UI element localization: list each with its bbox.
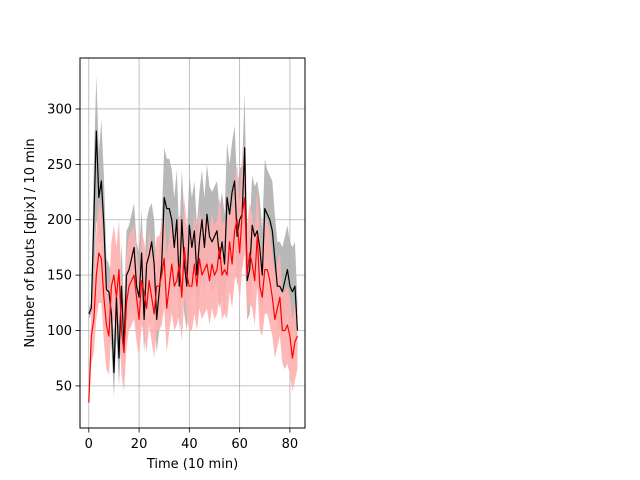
y-tick-label: 200 [47,213,72,228]
y-axis-label: Number of bouts [dpix] / 10 min [23,138,38,347]
series-1-line [88,196,299,403]
x-axis-label: Time (10 min) [146,457,238,472]
x-tick-label: 20 [131,437,148,452]
y-tick-label: 100 [47,324,72,339]
plot-area: 0 20 40 60 80 50 100 150 200 250 300 [47,57,306,452]
x-tick-label: 40 [181,437,198,452]
y-tick-label: 300 [47,102,72,117]
x-tick-label: 0 [85,437,93,452]
series-0-line [88,130,299,374]
axes-frame [79,57,306,429]
y-tick-label: 50 [55,379,72,394]
x-tick-label: 60 [231,437,248,452]
axis-ticks: 0 20 40 60 80 50 100 150 200 250 300 [47,102,298,452]
y-tick-label: 250 [47,158,72,173]
series-lines [88,130,299,403]
y-tick-label: 150 [47,269,72,284]
x-tick-label: 80 [282,437,299,452]
